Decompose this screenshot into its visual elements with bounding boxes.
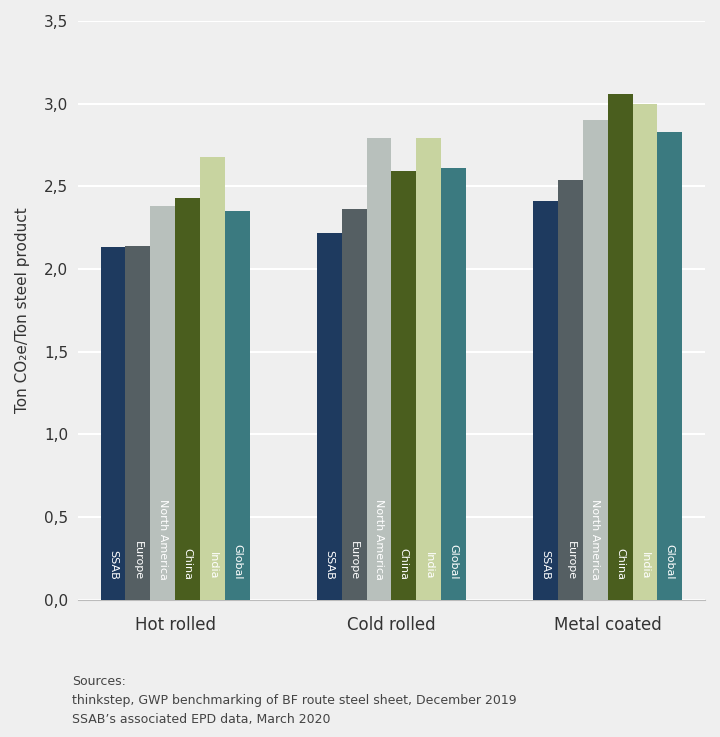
Text: China: China xyxy=(399,548,409,580)
Y-axis label: Ton CO₂e/Ton steel product: Ton CO₂e/Ton steel product xyxy=(15,207,30,413)
Text: Europe: Europe xyxy=(565,541,575,580)
Bar xyxy=(608,94,633,600)
Text: India: India xyxy=(424,552,433,580)
Text: Global: Global xyxy=(449,544,459,580)
Bar xyxy=(101,248,125,600)
Bar xyxy=(366,139,392,600)
Text: Global: Global xyxy=(665,544,675,580)
Bar xyxy=(150,206,175,600)
Text: North America: North America xyxy=(374,499,384,580)
Bar xyxy=(225,211,250,600)
Bar xyxy=(633,104,657,600)
Bar xyxy=(533,201,558,600)
Bar xyxy=(125,246,150,600)
Text: SSAB: SSAB xyxy=(324,550,334,580)
Text: India: India xyxy=(207,552,217,580)
Text: Sources:
thinkstep, GWP benchmarking of BF route steel sheet, December 2019
SSAB: Sources: thinkstep, GWP benchmarking of … xyxy=(72,675,517,726)
Text: North America: North America xyxy=(158,499,168,580)
Text: Europe: Europe xyxy=(133,541,143,580)
Text: SSAB: SSAB xyxy=(541,550,551,580)
Bar xyxy=(200,156,225,600)
Bar xyxy=(657,132,683,600)
Text: India: India xyxy=(640,552,650,580)
Text: Europe: Europe xyxy=(349,541,359,580)
Text: China: China xyxy=(183,548,193,580)
Bar xyxy=(416,139,441,600)
Text: Global: Global xyxy=(233,544,243,580)
Bar xyxy=(175,198,200,600)
Bar xyxy=(342,209,366,600)
Text: SSAB: SSAB xyxy=(108,550,118,580)
Text: China: China xyxy=(615,548,625,580)
Bar xyxy=(441,168,466,600)
Bar xyxy=(317,233,342,600)
Bar xyxy=(392,172,416,600)
Bar xyxy=(582,120,608,600)
Bar xyxy=(558,180,582,600)
Text: North America: North America xyxy=(590,499,600,580)
